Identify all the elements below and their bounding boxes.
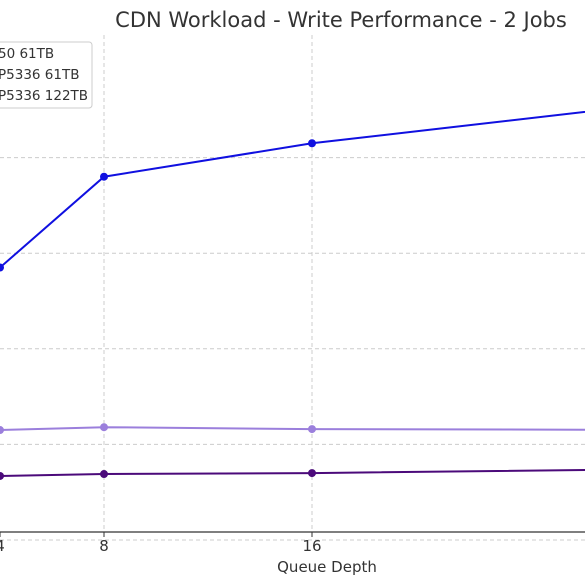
series-3	[0, 468, 585, 480]
grid-lines	[0, 35, 585, 541]
legend-entry: P5336 61TB	[0, 67, 79, 83]
x-axis-label: Queue Depth	[277, 558, 377, 576]
data-point	[308, 139, 316, 148]
legend: 50 61TB P5336 61TB P5336 122TB	[0, 41, 93, 109]
series-line	[0, 468, 585, 477]
tick-labels: 4 8 16	[0, 532, 322, 555]
legend-entry: 50 61TB	[0, 46, 54, 62]
legend-entry: P5336 122TB	[0, 88, 88, 104]
data-point	[100, 172, 108, 181]
data-point	[100, 470, 108, 479]
data-point	[0, 471, 4, 480]
series-1	[0, 110, 585, 272]
series-line	[0, 426, 585, 432]
data-point	[308, 425, 316, 434]
x-tick-label: 4	[0, 537, 5, 555]
series-2	[0, 423, 585, 435]
x-tick-label: 16	[302, 537, 321, 555]
x-tick-label: 8	[99, 537, 109, 555]
data-point	[0, 263, 4, 272]
series-layer	[0, 110, 585, 480]
data-point	[308, 469, 316, 478]
chart-title: CDN Workload - Write Performance - 2 Job…	[115, 8, 567, 32]
data-point	[0, 426, 4, 435]
series-line	[0, 110, 585, 269]
data-point	[100, 423, 108, 432]
legend-box	[0, 41, 93, 109]
